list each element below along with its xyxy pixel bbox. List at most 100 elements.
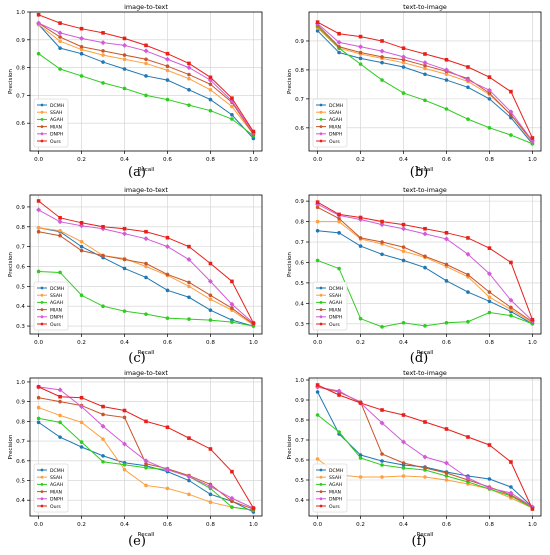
- y-tick-label: 0.7: [16, 93, 25, 99]
- data-point: [230, 117, 234, 121]
- data-point: [165, 64, 170, 69]
- data-point: [508, 297, 514, 303]
- data-point: [401, 57, 406, 62]
- data-point: [101, 49, 105, 53]
- y-tick-label: 0.4: [295, 498, 304, 504]
- data-point: [230, 279, 234, 284]
- data-point: [36, 199, 41, 203]
- plot-frame: [308, 11, 542, 152]
- data-point: [165, 78, 170, 82]
- data-point: [251, 129, 256, 134]
- data-point: [208, 318, 213, 322]
- legend-label: SSAH: [329, 110, 342, 116]
- legend-marker: [40, 110, 44, 114]
- data-point: [337, 212, 341, 217]
- legend-label: MIAN: [329, 489, 341, 495]
- data-point: [423, 63, 427, 68]
- data-point: [487, 477, 492, 481]
- data-point: [36, 207, 42, 213]
- data-point: [58, 67, 62, 71]
- legend-label: SSAH: [329, 475, 342, 481]
- y-tick-label: 0.9: [295, 398, 304, 404]
- y-tick-label: 0.3: [16, 324, 25, 330]
- legend-label: Ours: [329, 504, 340, 510]
- x-tick-label: 0.2: [356, 340, 365, 346]
- data-point: [101, 304, 105, 309]
- data-point: [164, 56, 170, 62]
- legend-label: Ours: [329, 322, 340, 328]
- data-point: [101, 31, 105, 35]
- plot-frame: [308, 194, 542, 335]
- legend-marker: [319, 483, 323, 486]
- x-tick-label: 0.6: [442, 340, 451, 346]
- data-point: [337, 393, 341, 397]
- data-point: [122, 309, 127, 313]
- data-point: [186, 65, 192, 71]
- data-point: [58, 420, 62, 425]
- x-tick-label: 0.0: [313, 157, 322, 163]
- data-point: [337, 430, 341, 434]
- data-point: [337, 231, 341, 235]
- legend-marker: [40, 286, 44, 290]
- legend-marker: [319, 497, 323, 501]
- y-tick-label: 0.3: [295, 322, 304, 328]
- data-point: [401, 320, 406, 325]
- data-point: [79, 47, 84, 52]
- data-point: [487, 75, 492, 79]
- series-line-mian: [317, 386, 533, 508]
- data-point: [508, 109, 514, 115]
- data-point: [36, 385, 41, 389]
- data-point: [380, 55, 384, 59]
- data-point: [36, 229, 41, 234]
- x-axis-label: Recall: [417, 532, 434, 538]
- data-point: [336, 39, 342, 45]
- data-point: [187, 72, 191, 77]
- y-tick-label: 0.4: [16, 498, 25, 504]
- data-point: [144, 74, 148, 78]
- data-point: [444, 320, 449, 325]
- data-point: [423, 66, 427, 71]
- data-point: [401, 60, 406, 65]
- legend-marker: [319, 315, 323, 319]
- data-point: [101, 454, 105, 458]
- data-point: [423, 324, 427, 328]
- data-point: [380, 463, 384, 467]
- data-point: [379, 48, 385, 54]
- x-tick-label: 0.6: [163, 522, 172, 528]
- x-tick-label: 1.0: [528, 340, 537, 346]
- data-point: [337, 216, 341, 221]
- panel-caption: (d): [410, 351, 428, 366]
- legend-label: AGAH: [329, 300, 342, 306]
- data-point: [144, 465, 148, 470]
- series-line-ssah: [317, 221, 533, 324]
- x-tick-label: 0.8: [485, 340, 494, 346]
- data-point: [79, 74, 84, 78]
- data-point: [187, 76, 191, 81]
- data-point: [36, 20, 42, 26]
- data-point: [444, 78, 449, 82]
- data-point: [423, 254, 427, 259]
- x-tick-label: 0.4: [399, 157, 408, 163]
- data-point: [144, 43, 148, 48]
- legend-marker: [319, 125, 323, 128]
- data-point: [509, 305, 513, 310]
- data-point: [186, 474, 192, 480]
- x-tick-label: 0.4: [399, 340, 408, 346]
- data-point: [165, 486, 170, 491]
- data-point: [466, 236, 470, 240]
- data-point: [187, 317, 191, 321]
- data-point: [509, 89, 513, 94]
- legend-label: DCMH: [50, 468, 64, 474]
- data-point: [315, 457, 320, 461]
- data-point: [144, 93, 148, 98]
- data-point: [401, 46, 406, 50]
- data-point: [58, 435, 62, 439]
- y-axis-label: Precision: [287, 252, 293, 277]
- data-point: [230, 113, 234, 117]
- legend-marker: [40, 118, 44, 121]
- data-point: [358, 401, 363, 405]
- y-tick-label: 0.9: [16, 400, 25, 406]
- series-line-mian: [317, 206, 533, 323]
- data-point: [57, 219, 63, 225]
